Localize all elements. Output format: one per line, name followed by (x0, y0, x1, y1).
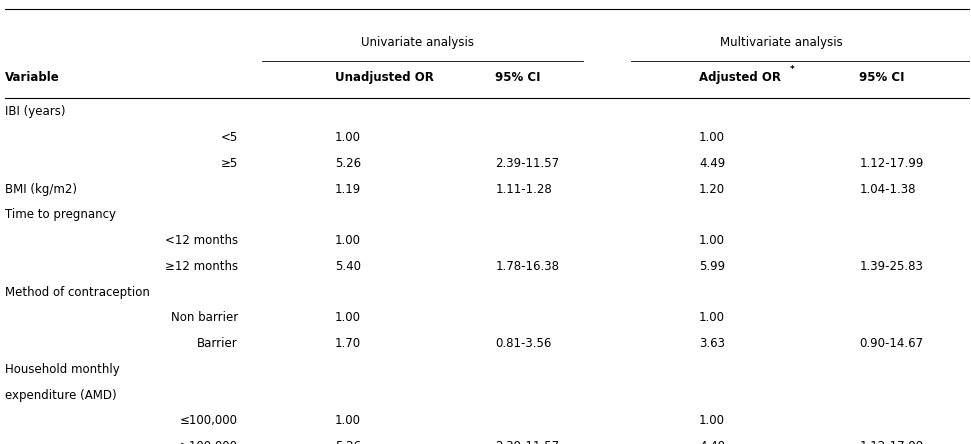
Text: Barrier: Barrier (197, 337, 238, 350)
Text: 2.39-11.57: 2.39-11.57 (495, 440, 559, 444)
Text: Unadjusted OR: Unadjusted OR (335, 71, 434, 84)
Text: 5.26: 5.26 (335, 157, 361, 170)
Text: 4.49: 4.49 (699, 157, 725, 170)
Text: 1.78-16.38: 1.78-16.38 (495, 260, 559, 273)
Text: 1.00: 1.00 (335, 414, 361, 428)
Text: Time to pregnancy: Time to pregnancy (5, 208, 116, 222)
Text: Non barrier: Non barrier (171, 311, 238, 325)
Text: 1.00: 1.00 (335, 234, 361, 247)
Text: 1.00: 1.00 (335, 131, 361, 144)
Text: 1.20: 1.20 (699, 182, 725, 196)
Text: 1.00: 1.00 (699, 131, 725, 144)
Text: Household monthly: Household monthly (5, 363, 119, 376)
Text: 1.11-1.28: 1.11-1.28 (495, 182, 552, 196)
Text: 5.40: 5.40 (335, 260, 361, 273)
Text: 1.39-25.83: 1.39-25.83 (859, 260, 923, 273)
Text: 1.00: 1.00 (335, 311, 361, 325)
Text: *: * (789, 65, 794, 74)
Text: 0.81-3.56: 0.81-3.56 (495, 337, 552, 350)
Text: Method of contraception: Method of contraception (5, 285, 150, 299)
Text: 4.49: 4.49 (699, 440, 725, 444)
Text: 95% CI: 95% CI (495, 71, 541, 84)
Text: 1.00: 1.00 (699, 414, 725, 428)
Text: 95% CI: 95% CI (859, 71, 905, 84)
Text: <5: <5 (220, 131, 238, 144)
Text: 1.19: 1.19 (335, 182, 361, 196)
Text: Univariate analysis: Univariate analysis (361, 36, 474, 49)
Text: ≥12 months: ≥12 months (165, 260, 238, 273)
Text: BMI (kg/m2): BMI (kg/m2) (5, 182, 77, 196)
Text: 3.63: 3.63 (699, 337, 725, 350)
Text: 0.90-14.67: 0.90-14.67 (859, 337, 923, 350)
Text: ≤100,000: ≤100,000 (180, 414, 238, 428)
Text: >100,000: >100,000 (180, 440, 238, 444)
Text: expenditure (AMD): expenditure (AMD) (5, 388, 117, 402)
Text: 1.00: 1.00 (699, 311, 725, 325)
Text: 1.12-17.99: 1.12-17.99 (859, 440, 923, 444)
Text: <12 months: <12 months (165, 234, 238, 247)
Text: 1.04-1.38: 1.04-1.38 (859, 182, 916, 196)
Text: 1.70: 1.70 (335, 337, 361, 350)
Text: 1.00: 1.00 (699, 234, 725, 247)
Text: Multivariate analysis: Multivariate analysis (720, 36, 843, 49)
Text: 5.99: 5.99 (699, 260, 725, 273)
Text: 5.26: 5.26 (335, 440, 361, 444)
Text: 2.39-11.57: 2.39-11.57 (495, 157, 559, 170)
Text: IBI (years): IBI (years) (5, 105, 65, 119)
Text: ≥5: ≥5 (220, 157, 238, 170)
Text: 1.12-17.99: 1.12-17.99 (859, 157, 923, 170)
Text: Variable: Variable (5, 71, 59, 84)
Text: Adjusted OR: Adjusted OR (699, 71, 781, 84)
